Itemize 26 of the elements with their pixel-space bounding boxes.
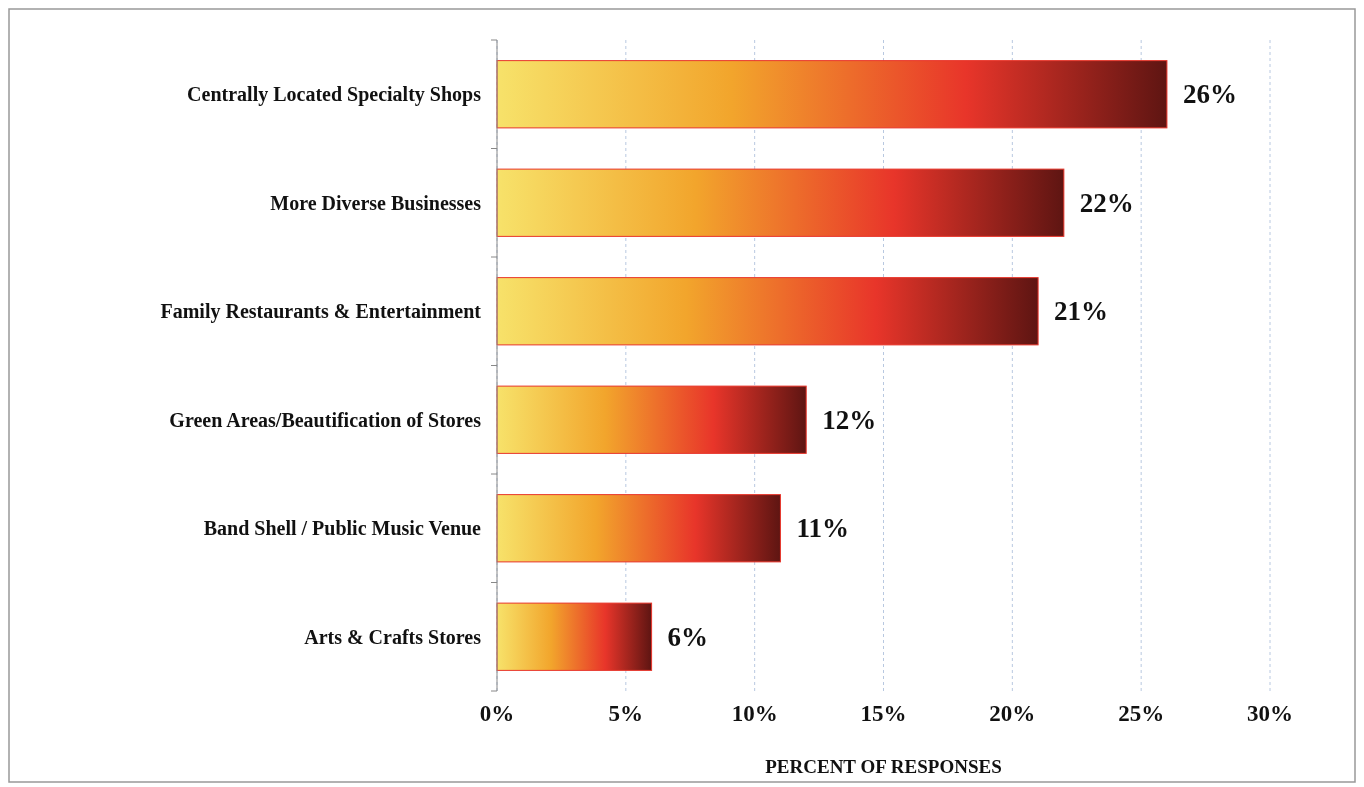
x-axis-title: PERCENT OF RESPONSES	[765, 756, 1002, 777]
bar	[496, 494, 781, 563]
data-label: 11%	[796, 513, 849, 544]
y-tick-label: Arts & Crafts Stores	[304, 625, 482, 648]
bar	[496, 277, 1039, 346]
y-tick-label: Green Areas/Beautification of Stores	[169, 408, 482, 431]
x-tick-label: 5%	[608, 701, 644, 726]
x-tick-label: 30%	[1247, 701, 1293, 726]
bar	[496, 385, 807, 454]
data-label: 21%	[1054, 296, 1109, 327]
x-tick-label: 0%	[479, 701, 515, 726]
data-label: 6%	[667, 621, 709, 652]
bar	[496, 602, 653, 671]
bar	[496, 60, 1168, 129]
x-tick-label: 10%	[731, 701, 778, 726]
x-tick-label: 20%	[989, 701, 1036, 726]
y-tick-label: Family Restaurants & Entertainment	[160, 300, 482, 324]
y-tick-label: More Diverse Businesses	[270, 191, 482, 214]
x-tick-label: 25%	[1118, 701, 1165, 726]
y-tick-label: Centrally Located Specialty Shops	[187, 83, 482, 107]
x-tick-label: 15%	[860, 701, 907, 726]
data-label: 22%	[1079, 187, 1134, 218]
data-label: 12%	[822, 404, 877, 435]
bar	[496, 168, 1065, 237]
y-tick-label: Band Shell / Public Music Venue	[203, 517, 482, 540]
data-label: 26%	[1182, 79, 1237, 110]
